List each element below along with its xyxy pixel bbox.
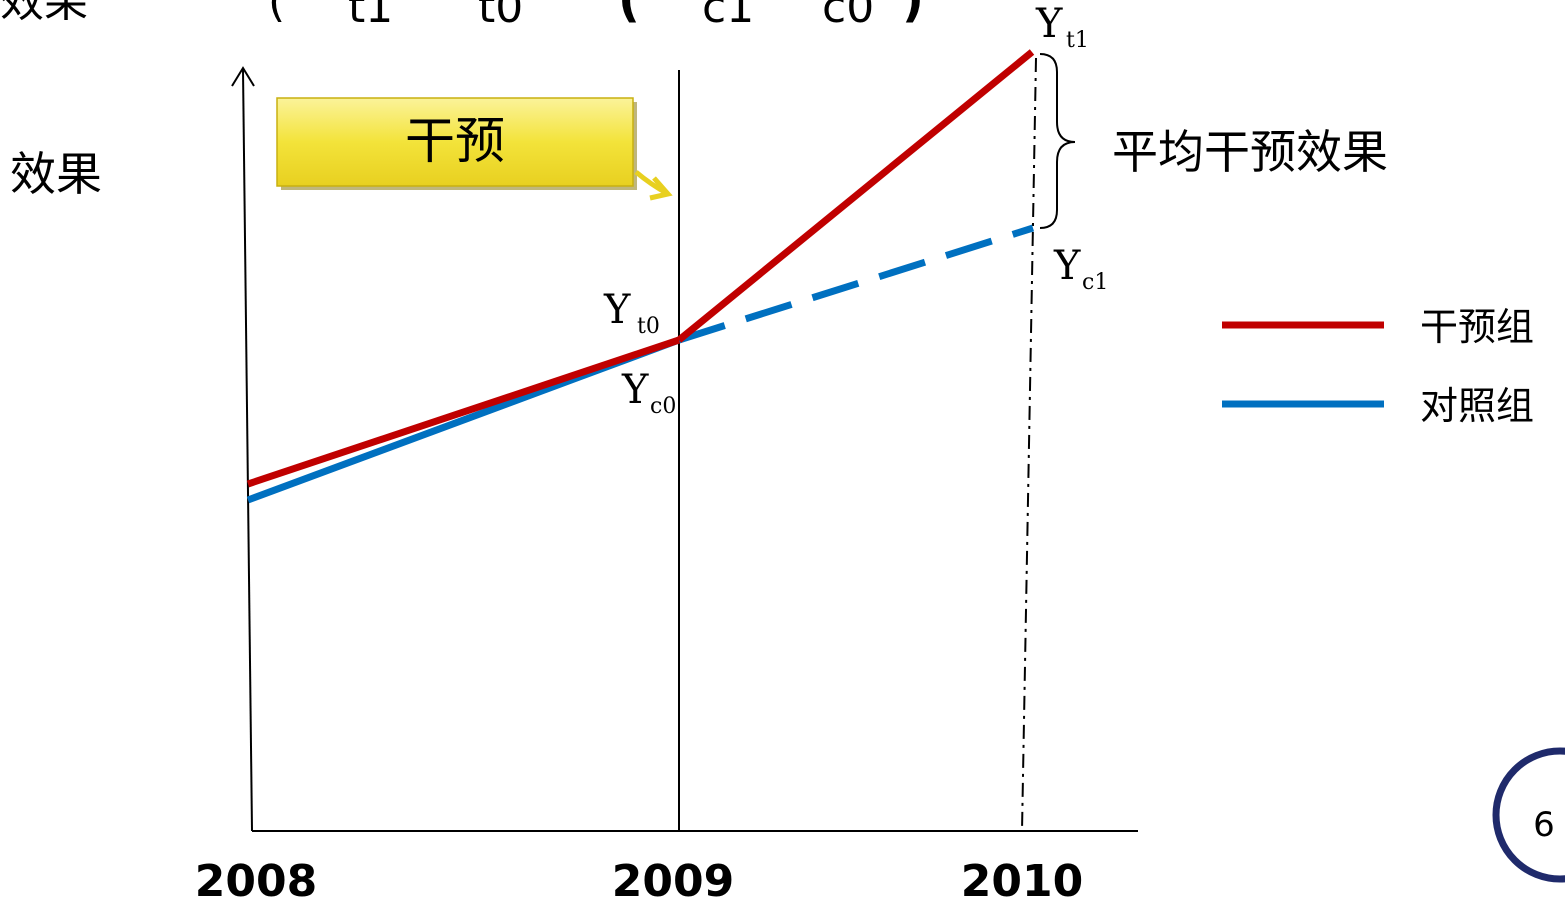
avg-effect-brace-icon: [1039, 53, 1076, 229]
header-subscript: t0: [478, 0, 523, 33]
year-label: 2008: [195, 856, 317, 901]
year-label: 2009: [612, 856, 734, 901]
header-paren: (: [268, 0, 285, 27]
label-main: Y: [1053, 243, 1081, 289]
label-main: Y: [603, 287, 631, 333]
label-main: Y: [621, 367, 649, 413]
header-paren: ): [902, 0, 924, 28]
year-label: 2010: [961, 856, 1083, 901]
axes: [231, 57, 1138, 832]
legend-label-treatment: 干预组: [1420, 305, 1534, 349]
intervention-arrowhead-icon: [649, 176, 673, 201]
header-subscript: t1: [348, 0, 393, 33]
label-sub: c0: [650, 394, 676, 419]
avg-effect-label: 平均干预效果: [1112, 125, 1388, 179]
period-2010-dashdot-line: [1021, 57, 1037, 832]
y-axis-label: 效果: [10, 147, 102, 201]
label-sub: t1: [1066, 28, 1089, 53]
page-number-badge: 6: [1492, 747, 1565, 883]
legend-label-control: 对照组: [1420, 384, 1534, 428]
label-sub: c1: [1082, 270, 1108, 295]
intervention-box: 干预: [276, 97, 673, 201]
label-main: Y: [1035, 1, 1063, 47]
legend: 干预组 对照组: [1222, 305, 1534, 428]
control-group-counterfactual-line: [677, 224, 1035, 344]
header-subscript: c1: [702, 0, 754, 33]
header-subscript: c0: [822, 0, 874, 33]
treatment-group-line: [246, 336, 681, 488]
intervention-box-label: 干预: [405, 112, 505, 170]
page-number: 6: [1533, 805, 1555, 845]
header-formula: 效果 ( t1 t0 ( c1 c0 ): [0, 0, 924, 33]
point-label-yc0: Y c0: [621, 367, 676, 419]
page-number-ring-icon: [1492, 747, 1565, 883]
point-label-yt0: Y t0: [603, 287, 660, 339]
header-fragment: 效果: [0, 0, 88, 27]
point-label-yt1: Y t1: [1035, 1, 1089, 53]
point-label-yc1: Y c1: [1053, 243, 1108, 295]
intervention-box-rect: [276, 97, 634, 187]
x-axis-year-labels: 2008 2009 2010: [195, 856, 1083, 901]
label-sub: t0: [637, 314, 660, 339]
header-paren: (: [618, 0, 640, 28]
y-axis-line: [242, 69, 253, 832]
treatment-group-post-line: [676, 49, 1035, 343]
y-axis-arrow-icon: [231, 66, 255, 87]
